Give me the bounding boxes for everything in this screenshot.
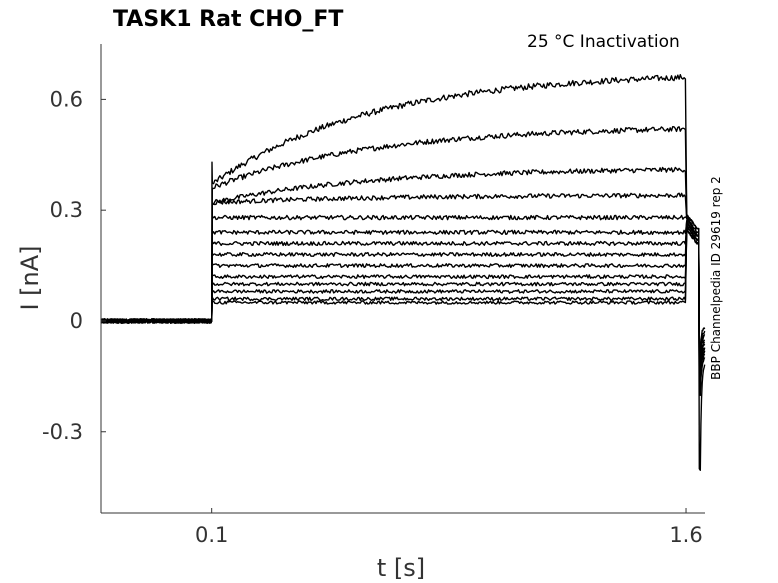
chart-title: TASK1 Rat CHO_FT bbox=[113, 7, 343, 32]
chart-subtitle: 25 °C Inactivation bbox=[527, 32, 680, 52]
current-trace bbox=[100, 214, 706, 364]
current-trace bbox=[100, 220, 706, 371]
y-tick-label: 0.3 bbox=[50, 198, 83, 222]
current-trace bbox=[100, 229, 706, 397]
current-trace bbox=[100, 223, 706, 378]
trace-group bbox=[100, 73, 706, 471]
x-tick-label: 1.6 bbox=[669, 523, 702, 547]
channelpedia-id-label: BBP Channelpedia ID 29619 rep 2 bbox=[709, 176, 723, 380]
x-tick-label: 0.1 bbox=[195, 523, 228, 547]
y-axis-label: I [nA] bbox=[16, 245, 44, 310]
y-axis-ticks: 0.6 0.3 0 -0.3 bbox=[42, 87, 106, 444]
y-tick-label: -0.3 bbox=[42, 420, 83, 444]
current-trace bbox=[100, 125, 706, 352]
current-trace bbox=[100, 227, 706, 471]
current-trace bbox=[100, 73, 706, 349]
current-trace bbox=[100, 225, 706, 385]
y-tick-label: 0.6 bbox=[50, 87, 83, 111]
x-axis-label: t [s] bbox=[377, 554, 425, 582]
y-tick-label: 0 bbox=[70, 309, 83, 333]
x-axis-ticks: 0.1 1.6 bbox=[195, 508, 703, 547]
